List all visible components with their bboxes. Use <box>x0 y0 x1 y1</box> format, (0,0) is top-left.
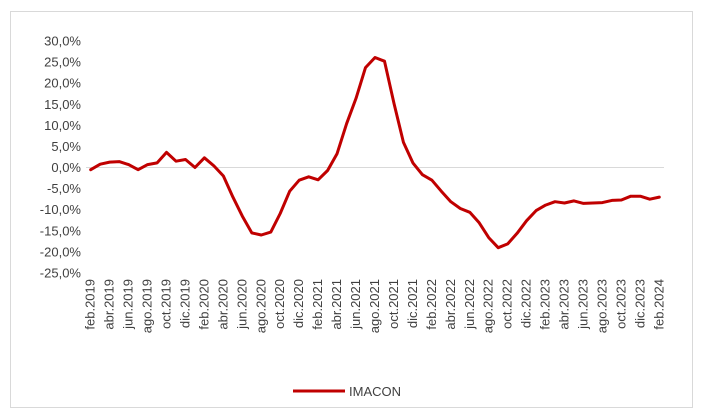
x-tick-label: oct.2020 <box>272 279 287 329</box>
x-tick-label: feb.2021 <box>310 279 325 330</box>
y-tick-label: 5,0% <box>51 139 81 154</box>
x-tick-label: oct.2019 <box>159 279 174 329</box>
x-axis-ticks: feb.2019 abr.2019 jun.2019 ago.2019 oct.2019… <box>83 279 667 333</box>
x-tick-label: jun.2019 <box>121 279 136 330</box>
y-tick-label: 0,0% <box>51 160 81 175</box>
y-tick-label: -10,0% <box>40 202 82 217</box>
x-tick-label: abr.2020 <box>215 279 230 330</box>
x-tick-label: ago.2019 <box>140 279 155 333</box>
x-tick-label: jun.2022 <box>462 279 477 330</box>
x-tick-label: abr.2023 <box>557 279 572 330</box>
x-tick-label: oct.2022 <box>500 279 515 329</box>
x-tick-label: ago.2021 <box>367 279 382 333</box>
x-tick-label: abr.2021 <box>329 279 344 330</box>
x-tick-label: feb.2020 <box>196 279 211 330</box>
y-tick-label: 10,0% <box>44 118 81 133</box>
x-tick-label: feb.2023 <box>538 279 553 330</box>
x-tick-label: feb.2024 <box>651 279 666 330</box>
y-tick-label: 15,0% <box>44 97 81 112</box>
x-tick-label: jun.2021 <box>348 279 363 330</box>
legend-label-imacon: IMACON <box>349 384 401 399</box>
x-tick-label: feb.2022 <box>424 279 439 330</box>
series-line-imacon <box>89 56 661 250</box>
y-tick-label: 20,0% <box>44 76 81 91</box>
x-tick-label: dic.2019 <box>177 279 192 328</box>
y-tick-label: -20,0% <box>40 244 82 259</box>
chart-frame <box>10 11 693 408</box>
legend: IMACON <box>293 384 401 399</box>
y-tick-label: 25,0% <box>44 55 81 70</box>
x-tick-label: dic.2023 <box>632 279 647 328</box>
x-tick-label: oct.2021 <box>386 279 401 329</box>
x-tick-label: abr.2019 <box>102 279 117 330</box>
x-tick-label: feb.2019 <box>83 279 98 330</box>
y-axis-ticks: 30,0% 25,0% 20,0% 15,0% 10,0% 5,0% 0,0% -5,0% -1… <box>40 34 82 281</box>
x-tick-label: oct.2023 <box>613 279 628 329</box>
y-tick-label: -25,0% <box>40 266 82 281</box>
x-tick-label: dic.2022 <box>519 279 534 328</box>
x-tick-label: jun.2020 <box>234 279 249 330</box>
x-tick-label: dic.2021 <box>405 279 420 328</box>
x-tick-label: ago.2022 <box>481 279 496 333</box>
x-tick-label: jun.2023 <box>575 279 590 330</box>
x-tick-label: dic.2020 <box>291 279 306 328</box>
y-tick-label: -5,0% <box>47 181 81 196</box>
x-tick-label: ago.2020 <box>253 279 268 333</box>
x-tick-label: ago.2023 <box>594 279 609 333</box>
y-tick-label: -15,0% <box>40 223 82 238</box>
x-tick-label: abr.2022 <box>443 279 458 330</box>
y-tick-label: 30,0% <box>44 34 81 49</box>
series-group <box>89 56 661 250</box>
